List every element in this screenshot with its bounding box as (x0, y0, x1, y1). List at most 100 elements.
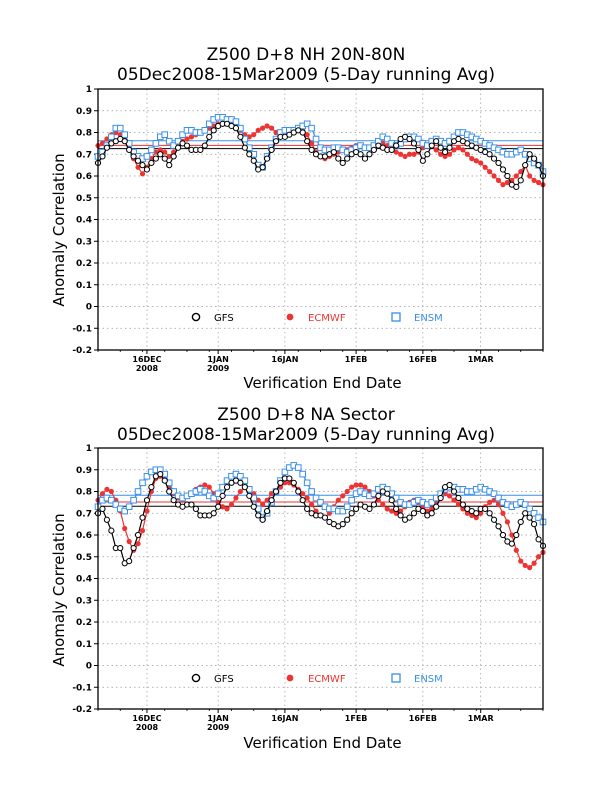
data-point-ecmwf (518, 169, 524, 175)
data-point-ecmwf (104, 486, 110, 492)
legend-marker-gfs (191, 673, 201, 683)
data-point-gfs (339, 521, 346, 528)
data-point-gfs (437, 144, 444, 151)
data-point-gfs (143, 497, 151, 504)
data-point-ensm (303, 479, 311, 487)
data-point-ecmwf (353, 482, 359, 488)
data-point-ensm (152, 140, 160, 147)
data-point-ecmwf (451, 497, 457, 503)
data-point-ecmwf (135, 541, 141, 547)
data-point-ecmwf (495, 177, 502, 183)
data-point-ecmwf (464, 151, 470, 157)
data-point-ecmwf (500, 510, 506, 516)
data-point-ecmwf (286, 480, 292, 486)
data-point-gfs (264, 507, 271, 515)
data-point-gfs (183, 142, 191, 149)
data-point-gfs (419, 157, 426, 164)
data-point-ecmwf (509, 532, 515, 538)
data-point-ecmwf (251, 132, 257, 138)
data-point-ensm (121, 507, 129, 515)
data-point-gfs (370, 501, 377, 508)
data-point-gfs (433, 138, 440, 145)
data-point-gfs (130, 153, 137, 160)
data-point-ecmwf (108, 488, 114, 495)
y-tick-label: 0.2 (76, 618, 92, 628)
data-point-ecmwf (393, 149, 399, 155)
y-tick-label: -0.2 (72, 346, 92, 356)
y-tick-label: 0.5 (76, 553, 92, 563)
data-point-ecmwf (473, 515, 479, 521)
data-point-gfs (406, 514, 413, 521)
data-point-ecmwf (220, 504, 226, 510)
data-point-ecmwf (309, 501, 315, 508)
data-point-gfs (513, 531, 520, 539)
data-point-ecmwf (122, 525, 128, 532)
data-point-ecmwf (139, 171, 146, 177)
series-gfs (94, 471, 547, 567)
data-point-gfs (406, 135, 413, 143)
data-point-ecmwf (406, 151, 413, 157)
data-point-gfs (272, 138, 280, 145)
data-point-gfs (99, 505, 106, 512)
data-point-ensm (108, 133, 115, 141)
data-point-ensm (383, 135, 391, 143)
data-point-ensm (308, 124, 315, 132)
data-point-gfs (308, 146, 315, 153)
data-point-ecmwf (224, 506, 230, 512)
data-point-ecmwf (451, 147, 457, 153)
data-point-gfs (535, 536, 542, 543)
data-point-gfs (304, 505, 311, 512)
data-point-gfs (215, 503, 222, 510)
data-point-gfs (526, 514, 533, 521)
y-tick-label: 0.3 (76, 237, 92, 247)
data-point-ecmwf (268, 125, 275, 131)
data-point-ensm (294, 464, 302, 471)
y-tick-label: 0.5 (76, 194, 92, 204)
data-point-ecmwf (482, 164, 488, 170)
data-point-gfs (108, 527, 115, 534)
series-gfs (94, 120, 547, 190)
data-point-gfs (175, 144, 182, 151)
x-tick-year: 2009 (207, 364, 230, 373)
data-point-ecmwf (389, 508, 395, 514)
data-point-gfs (121, 138, 128, 145)
data-point-gfs (219, 492, 226, 499)
data-point-gfs (139, 514, 146, 521)
data-point-ecmwf (531, 560, 537, 566)
data-point-ensm (130, 496, 137, 504)
data-point-gfs (170, 497, 177, 504)
y-tick-label: 0 (86, 662, 92, 672)
data-point-ecmwf (135, 164, 141, 170)
data-point-ecmwf (264, 123, 270, 129)
data-point-gfs (130, 544, 137, 552)
data-point-gfs (490, 155, 498, 162)
data-point-gfs (321, 514, 329, 521)
series-ensm (94, 462, 547, 526)
data-point-gfs (455, 494, 462, 502)
y-tick-label: 0.4 (76, 216, 92, 226)
data-point-ecmwf (162, 149, 168, 155)
data-point-ensm (210, 494, 217, 502)
data-point-gfs (410, 510, 418, 517)
data-point-ensm (312, 135, 320, 143)
data-point-gfs (428, 142, 435, 149)
y-tick-label: 0.6 (76, 172, 92, 182)
data-point-gfs (428, 510, 435, 517)
data-point-ensm (535, 514, 542, 521)
data-point-gfs (499, 531, 507, 539)
data-point-ensm (530, 509, 538, 517)
data-point-gfs (264, 155, 271, 162)
data-point-gfs (286, 475, 293, 482)
data-point-ensm (108, 496, 115, 504)
x-tick-year: 2009 (207, 723, 230, 732)
data-point-ecmwf (460, 147, 466, 153)
data-point-gfs (370, 146, 377, 153)
data-point-gfs (522, 510, 529, 517)
data-point-gfs (161, 477, 168, 484)
data-point-gfs (192, 505, 199, 512)
data-point-gfs (223, 484, 231, 491)
x-tick-year: 2008 (136, 364, 159, 373)
y-tick-label: 0.7 (76, 509, 92, 519)
y-tick-label: 0.9 (76, 107, 92, 117)
